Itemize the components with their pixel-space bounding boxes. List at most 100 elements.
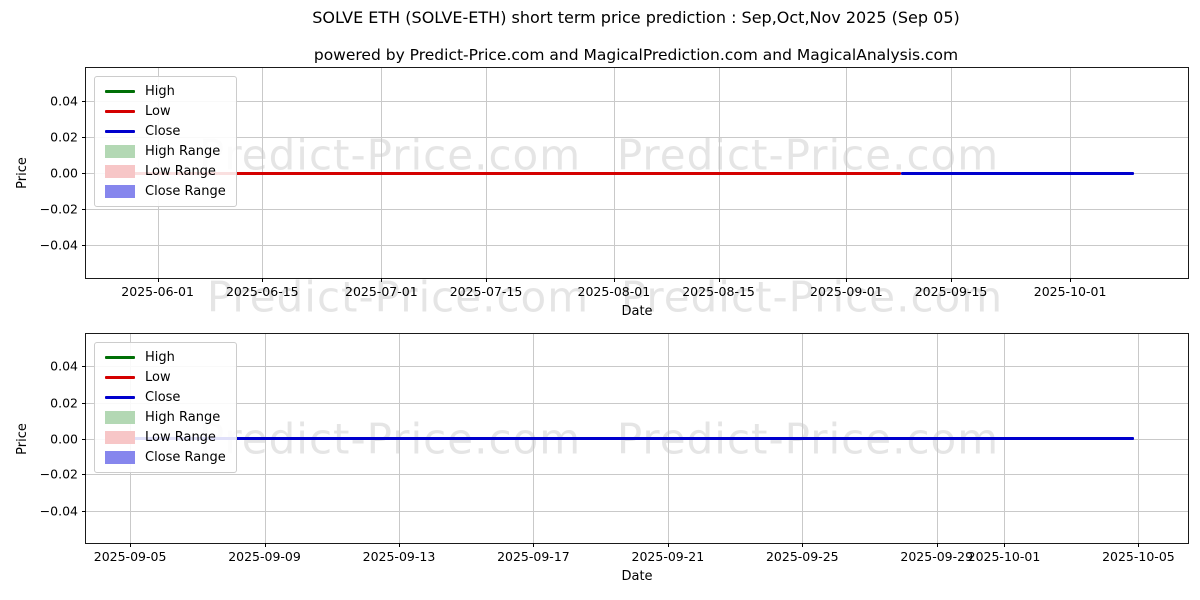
- watermark-text: Predict-Price.com: [616, 130, 1000, 180]
- legend-label: Close Range: [145, 450, 226, 465]
- x-gridline: [1138, 334, 1140, 543]
- y-tick-label: −0.02: [39, 466, 78, 482]
- y-tick-label: 0.00: [50, 431, 78, 446]
- low-series-line: [120, 171, 902, 175]
- y-axis-label: Price: [15, 157, 30, 189]
- x-tick-label: 2025-09-01: [810, 284, 883, 299]
- x-tick-mark: [130, 543, 132, 547]
- x-tick-mark: [846, 278, 848, 282]
- legend-item: Low Range: [105, 164, 226, 179]
- legend-label: High: [145, 84, 175, 99]
- legend-label: Close Range: [145, 184, 226, 199]
- high-swatch-icon: [105, 356, 135, 359]
- y-tick-label: −0.04: [39, 503, 78, 519]
- watermark-text: Predict-Price.com: [206, 272, 590, 322]
- x-tick-mark: [951, 278, 953, 282]
- x-tick-mark: [936, 543, 938, 547]
- x-tick-label: 2025-09-25: [765, 549, 839, 564]
- x-tick-mark: [667, 543, 669, 547]
- legend-item: Close: [105, 124, 226, 139]
- y-tick-mark: [82, 136, 86, 138]
- x-tick-mark: [613, 278, 615, 282]
- y-tick-label: 0.04: [50, 358, 78, 374]
- x-tick-label: 2025-09-05: [93, 549, 167, 564]
- y-tick-label: 0.00: [50, 165, 78, 181]
- x-tick-mark: [533, 543, 535, 547]
- legend-label: Close: [145, 124, 181, 139]
- y-tick-label: 0.02: [50, 129, 78, 145]
- x-tick-label: 2025-09-29: [900, 549, 974, 564]
- y-tick-mark: [82, 438, 86, 440]
- x-tick-label: 2025-10-01: [1033, 284, 1107, 299]
- low-range-swatch-icon: [105, 165, 135, 178]
- x-axis-label: Date: [621, 304, 653, 319]
- watermark-text: Predict-Price.com: [620, 272, 1004, 322]
- legend-item: Close Range: [105, 184, 226, 199]
- legend-item: High Range: [105, 410, 226, 425]
- chart-subtitle: powered by Predict-Price.com and Magical…: [313, 46, 959, 64]
- legend-item: Low: [105, 370, 226, 385]
- y-tick-label: 0.02: [50, 395, 78, 411]
- legend-item: High: [105, 84, 226, 99]
- close-range-swatch-icon: [105, 451, 135, 464]
- x-tick-mark: [486, 278, 488, 282]
- x-tick-label: 2025-09-15: [914, 284, 988, 299]
- x-tick-mark: [718, 278, 720, 282]
- legend-item: Close: [105, 390, 226, 405]
- legend-label: High Range: [145, 410, 221, 425]
- x-axis-label: Date: [621, 569, 653, 584]
- low-swatch-icon: [105, 376, 135, 379]
- x-tick-mark: [381, 278, 383, 282]
- legend-label: High Range: [145, 144, 221, 159]
- legend-label: Low: [145, 370, 171, 385]
- legend-item: High Range: [105, 144, 226, 159]
- bottom-chart-axes: 0.04 0.02 0.00 −0.02 −0.04 2025-09-05 2025-09-…: [15, 333, 1189, 584]
- x-tick-mark: [157, 278, 159, 282]
- legend-label: Close: [145, 390, 181, 405]
- y-tick-mark: [82, 209, 86, 211]
- x-tick-mark: [398, 543, 400, 547]
- y-gridline: [86, 136, 1188, 138]
- legend-item: High: [105, 350, 226, 365]
- x-tick-label: 2025-06-15: [225, 284, 299, 299]
- y-tick-mark: [82, 100, 86, 102]
- y-gridline: [86, 100, 1188, 102]
- x-tick-label: 2025-06-01: [121, 284, 194, 299]
- y-tick-mark: [82, 366, 86, 368]
- top-chart-axes: 0.04 0.02 0.00 −0.02 −0.04 2025-06-01 2025-06-…: [15, 67, 1189, 319]
- y-tick-label: 0.04: [50, 93, 78, 109]
- chart-title: SOLVE ETH (SOLVE-ETH) short term price p…: [312, 8, 960, 27]
- high-range-swatch-icon: [105, 145, 135, 158]
- x-tick-label: 2025-09-09: [228, 549, 301, 564]
- x-tick-label: 2025-09-13: [362, 549, 436, 564]
- y-tick-label: −0.04: [39, 237, 78, 253]
- close-series-line: [901, 171, 1134, 175]
- y-gridline: [86, 474, 1188, 476]
- legend-item: Low Range: [105, 430, 226, 445]
- legend-label: High: [145, 350, 175, 365]
- x-tick-label: 2025-09-17: [497, 549, 570, 564]
- y-tick-mark: [82, 245, 86, 247]
- close-range-swatch-icon: [105, 185, 135, 198]
- y-gridline: [86, 510, 1188, 512]
- x-tick-mark: [802, 543, 804, 547]
- legend-label: Low Range: [145, 430, 216, 445]
- close-swatch-icon: [105, 130, 135, 133]
- y-tick-mark: [82, 474, 86, 476]
- x-tick-label: 2025-08-01: [577, 284, 651, 299]
- low-swatch-icon: [105, 110, 135, 113]
- x-tick-mark: [1003, 543, 1005, 547]
- x-tick-label: 2025-09-21: [631, 549, 705, 564]
- low-range-swatch-icon: [105, 431, 135, 444]
- legend-label: Low Range: [145, 164, 216, 179]
- y-tick-mark: [82, 510, 86, 512]
- x-tick-mark: [1070, 278, 1072, 282]
- legend-item: Low: [105, 104, 226, 119]
- y-gridline: [86, 209, 1188, 211]
- x-tick-label: 2025-08-15: [682, 284, 755, 299]
- legend: High Low Close High Range Low Range Close Ran…: [94, 342, 237, 473]
- x-tick-mark: [262, 278, 264, 282]
- y-tick-label: −0.02: [39, 201, 78, 217]
- close-swatch-icon: [105, 396, 135, 399]
